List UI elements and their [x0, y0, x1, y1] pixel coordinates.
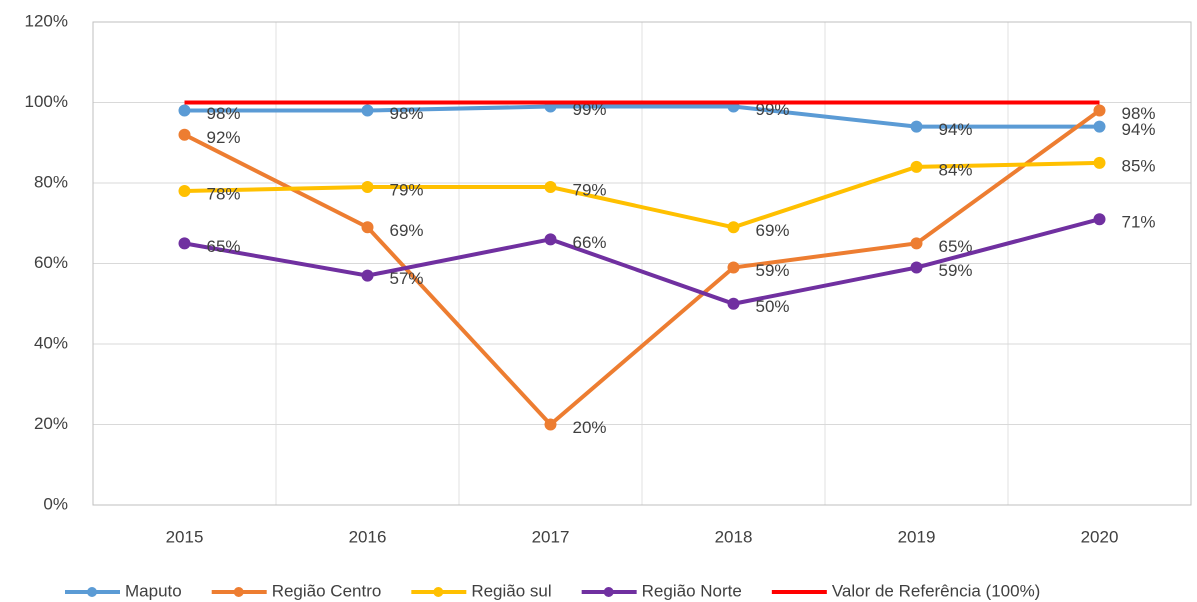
y-tick-label: 80%: [34, 172, 68, 191]
data-label: 98%: [1122, 104, 1156, 123]
data-label: 50%: [756, 297, 790, 316]
marker: [1093, 213, 1106, 226]
marker: [727, 261, 740, 274]
legend-marker: [433, 587, 444, 597]
data-label: 57%: [390, 269, 424, 288]
marker: [910, 237, 923, 250]
series-line: [183, 108, 1101, 428]
data-label: 92%: [207, 128, 241, 147]
marker: [1093, 120, 1106, 133]
marker: [910, 261, 923, 274]
y-tick-label: 120%: [25, 11, 68, 30]
y-tick-label: 20%: [34, 414, 68, 433]
marker: [178, 128, 191, 141]
y-tick-label: 0%: [43, 494, 68, 513]
marker: [361, 221, 374, 234]
y-tick-label: 40%: [34, 333, 68, 352]
legend-marker: [233, 587, 244, 597]
data-label: 79%: [573, 181, 607, 200]
marker: [910, 120, 923, 133]
marker: [178, 104, 191, 117]
series-line: [184, 217, 1101, 306]
data-label: 79%: [390, 181, 424, 200]
legend-label: Região Norte: [642, 581, 742, 600]
y-tick-label: 100%: [25, 92, 68, 111]
marker: [361, 181, 374, 194]
legend-label: Maputo: [125, 581, 182, 600]
data-label: 69%: [756, 221, 790, 240]
plot-border: [92, 21, 1192, 506]
marker: [178, 185, 191, 198]
x-tick-label: 2017: [532, 527, 570, 546]
data-label: 65%: [207, 237, 241, 256]
legend-label: Valor de Referência (100%): [832, 581, 1041, 600]
data-label: 20%: [573, 418, 607, 437]
data-label: 99%: [756, 100, 790, 119]
series-line: [184, 104, 1100, 129]
x-tick-label: 2016: [349, 527, 387, 546]
data-label: 59%: [939, 261, 973, 280]
marker: [727, 221, 740, 234]
data-label: 94%: [1122, 120, 1156, 139]
marker: [1093, 104, 1106, 117]
data-label: 66%: [573, 233, 607, 252]
data-label: 78%: [207, 185, 241, 204]
data-label: 59%: [756, 261, 790, 280]
data-label: 84%: [939, 160, 973, 179]
y-tick-label: 60%: [34, 253, 68, 272]
marker: [361, 104, 374, 117]
data-label: 98%: [207, 104, 241, 123]
marker: [544, 181, 557, 194]
data-label: 94%: [939, 120, 973, 139]
data-label: 99%: [573, 100, 607, 119]
marker: [1093, 156, 1106, 169]
legend-label: Região sul: [471, 581, 551, 600]
data-label: 85%: [1122, 156, 1156, 175]
marker: [361, 269, 374, 282]
legend-marker: [87, 587, 97, 597]
data-label: 71%: [1122, 213, 1156, 232]
legend-marker: [603, 587, 614, 597]
marker: [544, 418, 557, 431]
series-line: [184, 160, 1100, 230]
marker: [178, 237, 191, 250]
data-label: 98%: [390, 104, 424, 123]
marker: [544, 233, 557, 246]
x-tick-label: 2019: [898, 527, 936, 546]
data-label: 65%: [939, 237, 973, 256]
x-tick-label: 2015: [166, 527, 204, 546]
marker: [910, 160, 923, 173]
data-label: 69%: [390, 221, 424, 240]
x-tick-label: 2018: [715, 527, 753, 546]
x-tick-label: 2020: [1081, 527, 1119, 546]
legend-label: Região Centro: [272, 581, 382, 600]
marker: [727, 297, 740, 310]
